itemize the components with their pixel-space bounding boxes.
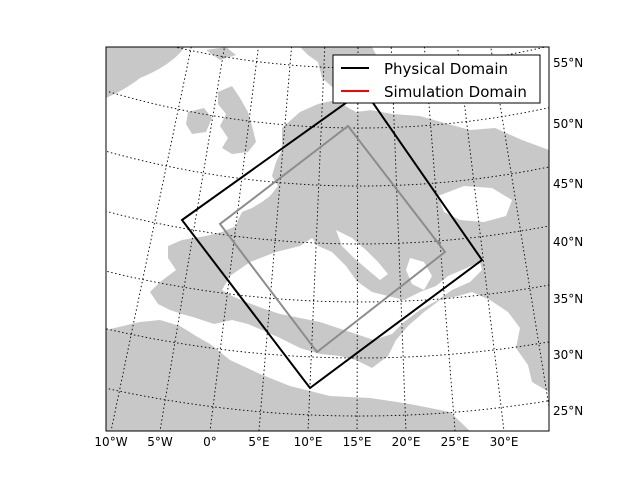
physical-domain-boundary — [180, 88, 484, 390]
lon-label: 30°E — [490, 435, 519, 449]
latitude-labels: 55°N 50°N 45°N 40°N 35°N 30°N 25°N — [553, 56, 583, 418]
iceland-land — [206, 47, 236, 60]
lat-label: 40°N — [553, 235, 583, 249]
parallel-line — [106, 150, 549, 187]
britain-land — [218, 86, 256, 154]
simulation-domain-boundary — [218, 124, 447, 354]
lat-label: 30°N — [553, 348, 583, 362]
ireland-land — [186, 108, 212, 134]
africa-west-land — [106, 320, 470, 431]
parallel-line — [106, 387, 549, 417]
map-frame — [105, 46, 550, 432]
legend-box — [332, 54, 541, 104]
lon-label: 10°E — [294, 435, 323, 449]
legend: Physical Domain Simulation Domain — [332, 54, 541, 104]
longitude-labels: 10°W 5°W 0° 5°E 10°E 15°E 20°E 25°E 30°E — [94, 435, 518, 449]
lat-label: 45°N — [553, 177, 583, 191]
lon-label: 10°W — [94, 435, 127, 449]
lat-label: 55°N — [553, 56, 583, 70]
lon-label: 25°E — [441, 435, 470, 449]
lon-label: 5°W — [147, 435, 173, 449]
meridian-line — [258, 47, 292, 431]
lat-label: 35°N — [553, 292, 583, 306]
western-mediterranean — [222, 238, 482, 340]
adriatic-sea — [336, 230, 388, 280]
legend-label-simulation: Simulation Domain — [384, 83, 527, 101]
meridian-line — [423, 47, 456, 431]
meridian-line — [159, 47, 225, 431]
legend-label-physical: Physical Domain — [384, 60, 508, 78]
tyrrhenian-sea — [318, 246, 356, 284]
lat-label: 50°N — [553, 117, 583, 131]
greenland-land — [106, 47, 185, 98]
seas — [210, 90, 512, 340]
lon-label: 0° — [203, 435, 217, 449]
lon-label: 5°E — [248, 435, 269, 449]
lat-label: 25°N — [553, 404, 583, 418]
lon-label: 15°E — [343, 435, 372, 449]
lon-label: 20°E — [392, 435, 421, 449]
black-sea — [438, 186, 512, 222]
meridian-line — [490, 47, 549, 410]
